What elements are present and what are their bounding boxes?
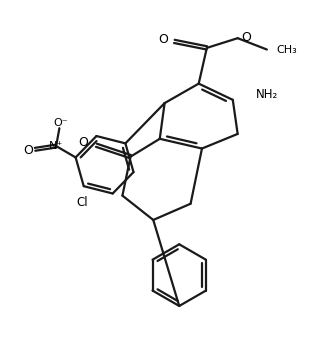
- Text: Cl: Cl: [76, 196, 88, 209]
- Text: O⁻: O⁻: [54, 118, 68, 129]
- Text: CH₃: CH₃: [277, 45, 297, 55]
- Text: O: O: [158, 33, 168, 46]
- Text: O: O: [242, 31, 251, 44]
- Text: NH₂: NH₂: [256, 88, 278, 101]
- Text: O: O: [23, 144, 33, 157]
- Text: O: O: [79, 136, 88, 149]
- Text: N⁺: N⁺: [49, 141, 63, 151]
